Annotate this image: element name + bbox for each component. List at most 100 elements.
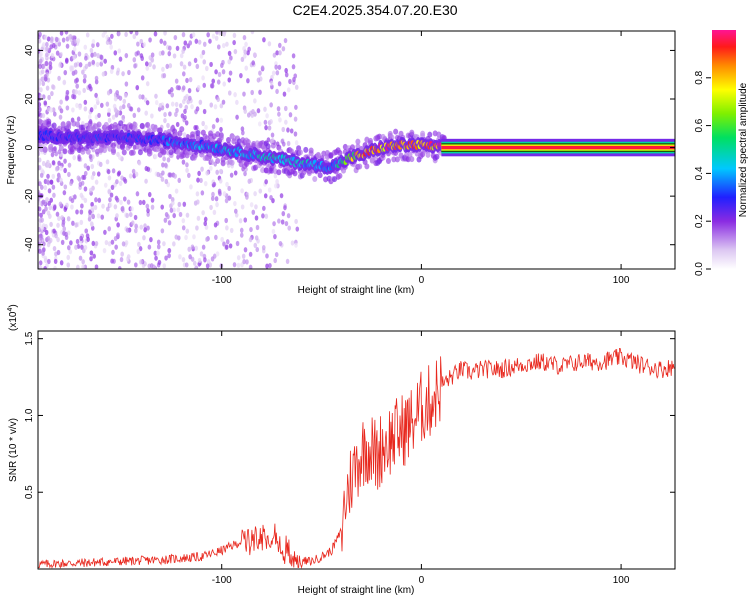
heatmap-cell bbox=[185, 77, 189, 84]
heatmap-cell bbox=[154, 99, 159, 106]
heatmap-cell bbox=[85, 32, 90, 38]
heatmap-cell bbox=[229, 55, 233, 61]
heatmap-cell bbox=[42, 146, 48, 153]
heatmap-cell bbox=[45, 85, 50, 91]
heatmap-cell bbox=[172, 212, 177, 219]
heatmap-cell bbox=[269, 195, 273, 201]
heatmap-cell bbox=[139, 38, 144, 45]
heatmap-cell bbox=[142, 42, 147, 48]
heatmap-cell bbox=[184, 104, 189, 110]
heatmap-cell bbox=[87, 114, 92, 120]
heatmap-cell bbox=[156, 244, 161, 250]
heatmap-cell bbox=[221, 69, 226, 75]
heatmap-cell bbox=[405, 156, 411, 163]
heatmap-cell bbox=[295, 226, 300, 232]
heatmap-cell bbox=[57, 160, 61, 166]
heatmap-cell bbox=[91, 38, 96, 45]
heatmap-cell bbox=[174, 101, 179, 108]
heatmap-cell bbox=[120, 251, 124, 257]
heatmap-cell bbox=[113, 96, 118, 102]
heatmap-cell bbox=[193, 125, 197, 131]
heatmap-cell bbox=[124, 31, 128, 37]
heatmap-cell bbox=[173, 34, 178, 41]
heatmap-cell bbox=[394, 156, 400, 163]
heatmap-cell bbox=[78, 181, 83, 187]
heatmap-cell bbox=[84, 55, 88, 61]
heatmap-cell bbox=[58, 145, 64, 152]
heatmap-cell bbox=[83, 99, 88, 105]
heatmap-cell bbox=[248, 251, 253, 257]
heatmap-cell bbox=[157, 127, 163, 134]
heatmap-cell bbox=[111, 168, 116, 174]
heatmap-cell bbox=[71, 220, 75, 226]
heatmap-cell bbox=[160, 228, 165, 234]
heatmap-x-axis-label: Height of straight line (km) bbox=[298, 285, 415, 296]
heatmap-cell bbox=[176, 154, 180, 160]
heatmap-cell bbox=[135, 191, 140, 197]
heatmap-cell bbox=[228, 70, 233, 76]
heatmap-cell bbox=[427, 131, 433, 138]
heatmap-cell bbox=[43, 100, 48, 106]
heatmap-y-ticks: -40 -20 0 20 40 bbox=[24, 44, 675, 252]
heatmap-cell bbox=[83, 44, 88, 50]
heatmap-cell bbox=[121, 71, 125, 77]
heatmap-cell bbox=[40, 76, 45, 82]
heatmap-cell bbox=[122, 176, 127, 183]
heatmap-cell bbox=[83, 197, 88, 203]
heatmap-cell bbox=[46, 180, 51, 186]
heatmap-cell bbox=[132, 33, 137, 40]
heatmap-cell bbox=[253, 191, 257, 197]
heatmap-cell bbox=[264, 125, 268, 131]
heatmap-cell bbox=[129, 31, 133, 35]
heatmap-cell bbox=[229, 159, 235, 166]
heatmap-cell bbox=[222, 31, 227, 35]
heatmap-cell bbox=[220, 236, 224, 243]
heatmap-cell bbox=[39, 94, 44, 100]
heatmap-cell bbox=[59, 108, 64, 114]
heatmap-cell bbox=[227, 59, 232, 65]
heatmap-cell bbox=[303, 146, 309, 153]
heatmap-cell bbox=[260, 65, 265, 71]
heatmap-cell bbox=[209, 165, 213, 171]
heatmap-cell bbox=[189, 184, 193, 190]
heatmap-cell bbox=[40, 225, 45, 231]
heatmap-cell bbox=[204, 124, 208, 130]
heatmap-cell bbox=[48, 213, 52, 219]
heatmap-cell bbox=[144, 110, 149, 116]
heatmap-cell bbox=[181, 225, 186, 231]
heatmap-cell bbox=[88, 153, 93, 160]
heatmap-cell bbox=[38, 157, 42, 163]
heatmap-cell bbox=[272, 52, 277, 58]
heatmap-cell bbox=[188, 77, 193, 83]
heatmap-cell bbox=[111, 114, 116, 120]
heatmap-cell bbox=[196, 177, 200, 183]
heatmap-cell bbox=[150, 57, 154, 63]
heatmap-cell bbox=[45, 46, 49, 52]
heatmap-cell bbox=[203, 216, 208, 222]
colorbar-gradient bbox=[712, 30, 736, 269]
heatmap-cell bbox=[82, 87, 87, 94]
heatmap-cell bbox=[55, 50, 60, 56]
heatmap-cell bbox=[172, 53, 177, 59]
heatmap-cell bbox=[105, 101, 110, 107]
heatmap-cell bbox=[134, 31, 139, 36]
heatmap-cell bbox=[64, 58, 69, 64]
heatmap-cell bbox=[38, 181, 42, 187]
heatmap-cell bbox=[183, 108, 187, 114]
heatmap-cell bbox=[39, 51, 43, 57]
heatmap-cell bbox=[224, 244, 229, 250]
heatmap-cell bbox=[195, 225, 199, 231]
heatmap-cell bbox=[79, 235, 83, 241]
heatmap-cell bbox=[209, 204, 213, 211]
heatmap-cell bbox=[140, 75, 145, 81]
heatmap-cell bbox=[214, 196, 219, 202]
heatmap-cell bbox=[206, 32, 210, 38]
heatmap-cell bbox=[273, 234, 277, 240]
heatmap-cell bbox=[283, 205, 287, 211]
heatmap-cell bbox=[280, 219, 285, 225]
heatmap-cell bbox=[50, 90, 54, 97]
heatmap-cell bbox=[197, 39, 202, 45]
heatmap-cell bbox=[138, 94, 142, 100]
heatmap-cell bbox=[88, 209, 92, 215]
